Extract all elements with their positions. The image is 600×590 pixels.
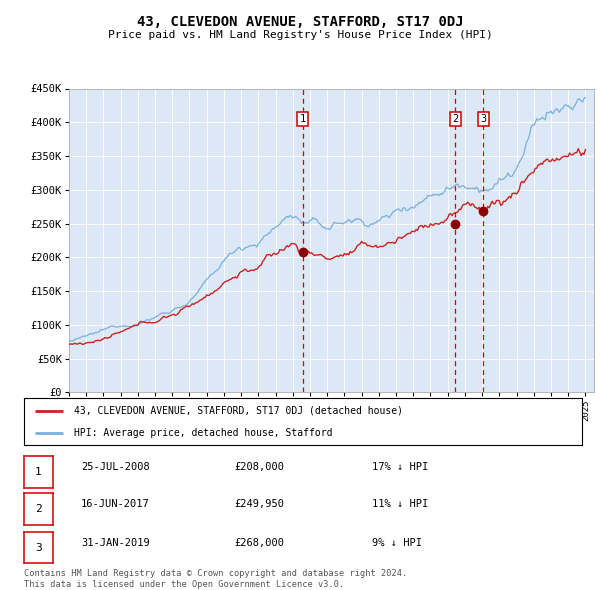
- Text: 11% ↓ HPI: 11% ↓ HPI: [372, 500, 428, 509]
- Text: 25-JUL-2008: 25-JUL-2008: [81, 463, 150, 472]
- Text: 1: 1: [35, 467, 42, 477]
- Text: HPI: Average price, detached house, Stafford: HPI: Average price, detached house, Staf…: [74, 428, 333, 438]
- Text: £249,950: £249,950: [234, 500, 284, 509]
- Text: 31-JAN-2019: 31-JAN-2019: [81, 538, 150, 548]
- Text: 43, CLEVEDON AVENUE, STAFFORD, ST17 0DJ (detached house): 43, CLEVEDON AVENUE, STAFFORD, ST17 0DJ …: [74, 406, 403, 416]
- Text: £208,000: £208,000: [234, 463, 284, 472]
- Text: Price paid vs. HM Land Registry's House Price Index (HPI): Price paid vs. HM Land Registry's House …: [107, 30, 493, 40]
- Text: 16-JUN-2017: 16-JUN-2017: [81, 500, 150, 509]
- Text: 3: 3: [481, 114, 487, 124]
- Text: 3: 3: [35, 543, 42, 552]
- Text: Contains HM Land Registry data © Crown copyright and database right 2024.
This d: Contains HM Land Registry data © Crown c…: [24, 569, 407, 589]
- Text: 9% ↓ HPI: 9% ↓ HPI: [372, 538, 422, 548]
- Text: 17% ↓ HPI: 17% ↓ HPI: [372, 463, 428, 472]
- Text: 1: 1: [299, 114, 306, 124]
- Text: 2: 2: [35, 504, 42, 514]
- Text: £268,000: £268,000: [234, 538, 284, 548]
- Text: 43, CLEVEDON AVENUE, STAFFORD, ST17 0DJ: 43, CLEVEDON AVENUE, STAFFORD, ST17 0DJ: [137, 15, 463, 29]
- Text: 2: 2: [452, 114, 458, 124]
